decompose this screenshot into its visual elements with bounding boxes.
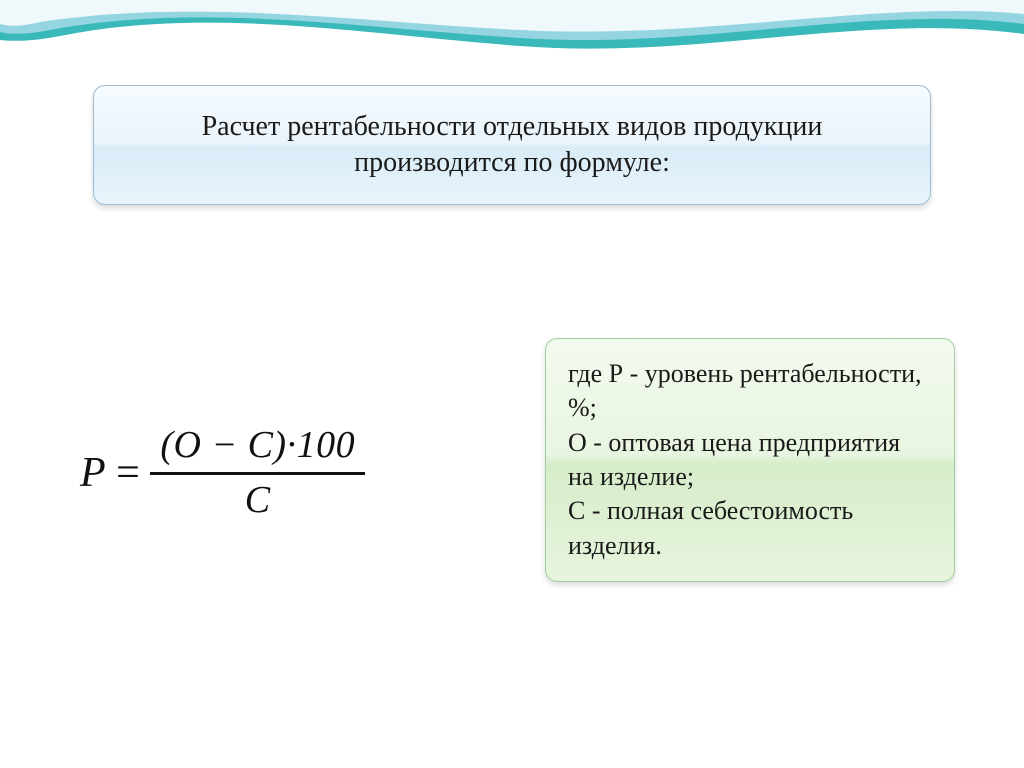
legend-line-1: где Р - уровень рентабельности, %; xyxy=(568,357,932,426)
formula-lhs: P xyxy=(80,449,106,497)
legend-line-2: О - оптовая цена предприятия на изделие; xyxy=(568,426,932,495)
formula-denominator: C xyxy=(245,475,271,523)
profitability-formula: P = (O − C)·100 C xyxy=(80,424,365,522)
legend-line-3: С - полная себестоимость изделия. xyxy=(568,494,932,563)
formula-numerator: (O − C)·100 xyxy=(150,424,365,475)
slide-title: Расчет рентабельности отдельных видов пр… xyxy=(124,109,900,182)
formula-region: P = (O − C)·100 C xyxy=(80,368,490,578)
legend-box: где Р - уровень рентабельности, %; О - о… xyxy=(545,338,955,582)
title-box: Расчет рентабельности отдельных видов пр… xyxy=(93,85,931,205)
equals-sign: = xyxy=(116,449,140,497)
decorative-wave-border xyxy=(0,0,1024,70)
formula-fraction: (O − C)·100 C xyxy=(150,424,365,522)
